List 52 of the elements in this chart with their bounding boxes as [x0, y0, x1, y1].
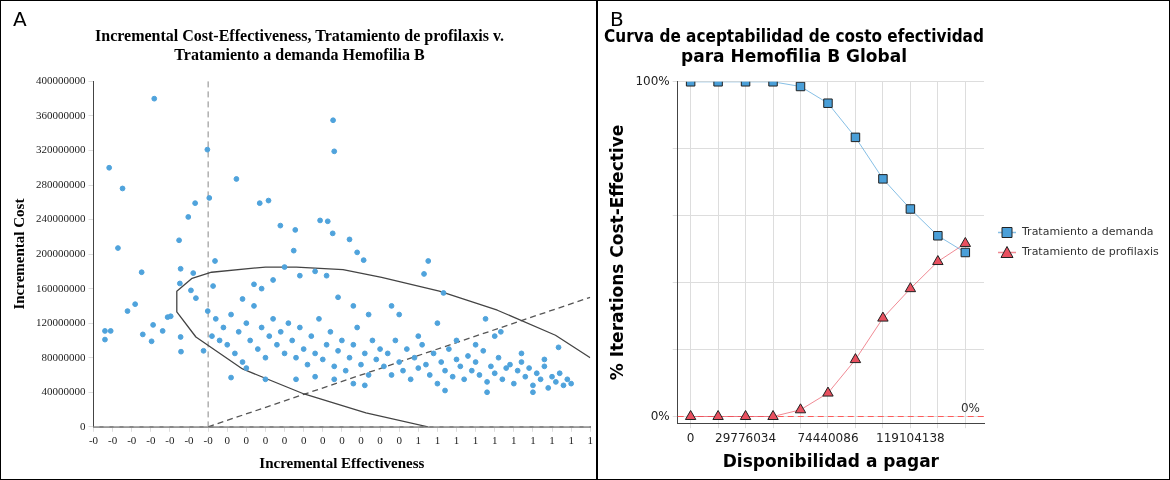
- y-tick-label: 200000000: [36, 246, 86, 259]
- x-tick-label: 1: [530, 434, 536, 447]
- x-tick-label: 1: [549, 434, 555, 447]
- text: A: [13, 7, 27, 32]
- x-axis-title: Disponibilidad a pagar: [722, 451, 940, 472]
- x-tick-label: 0: [281, 434, 288, 447]
- x-tick-label: -0: [88, 434, 99, 447]
- x-tick-label: 29776034: [715, 430, 777, 445]
- x-tick-label: 1: [434, 434, 441, 447]
- x-tick-label: 0: [243, 434, 250, 447]
- x-tick-label: 0: [358, 434, 365, 447]
- x-tick-label: 1: [453, 434, 460, 447]
- x-tick-label: 0: [377, 434, 384, 447]
- chart-title: Incremental Cost-Effectiveness, Tratamiento de profilaxis v. Tratamiento a demanda Hemofilia B: [95, 26, 504, 63]
- x-tick-label: 1: [568, 434, 574, 447]
- legend-label: Tratamiento de profilaxis: [1021, 245, 1159, 259]
- x-tick-label: -0: [146, 434, 156, 447]
- x-tick-label: -0: [165, 434, 175, 447]
- x-tick-label: 0: [339, 434, 346, 447]
- x-tick-label: 74440086: [797, 430, 859, 445]
- x-tick-label: 0: [320, 434, 327, 447]
- x-tick-label: 119104138: [876, 430, 945, 445]
- y-tick-label: 40000000: [41, 385, 86, 398]
- x-tick-label: 0: [396, 434, 403, 447]
- y-axis-title: % Iterations Cost-Effective: [606, 124, 627, 381]
- x-tick-label: 1: [587, 434, 593, 447]
- y-tick-label: 80000000: [41, 350, 86, 363]
- x-tick-label: 1: [491, 434, 498, 447]
- y-tick-label: 240000000: [36, 212, 86, 225]
- x-tick-label: 0: [686, 430, 695, 445]
- y-tick-label: 280000000: [36, 177, 86, 190]
- y-tick-label: 100%: [635, 73, 670, 88]
- legend-label: Tratamiento a demanda: [1021, 225, 1154, 239]
- x-tick-label: -0: [127, 434, 137, 447]
- x-tick-label: -0: [184, 434, 195, 447]
- x-tick-label: -0: [203, 434, 214, 447]
- y-tick-label: 160000000: [36, 281, 86, 294]
- x-tick-label: 0: [224, 434, 231, 447]
- x-tick-label: -0: [108, 434, 118, 447]
- x-tick-label: 0: [300, 434, 307, 447]
- x-tick-label: 1: [511, 434, 517, 447]
- x-tick-label: 1: [415, 434, 422, 447]
- x-tick-label: 1: [472, 434, 479, 447]
- y-tick-label: 400000000: [36, 74, 86, 87]
- y-tick-label: 0: [80, 419, 86, 432]
- ref-line-label: 0%: [960, 400, 980, 415]
- x-tick-label: 0: [262, 434, 269, 447]
- y-tick-label: 120000000: [36, 316, 86, 329]
- x-axis-title: Incremental Effectiveness: [259, 454, 425, 471]
- y-axis-title: Incremental Cost: [10, 198, 27, 310]
- y-tick-label: 360000000: [36, 108, 86, 121]
- y-tick-label: 320000000: [36, 143, 86, 156]
